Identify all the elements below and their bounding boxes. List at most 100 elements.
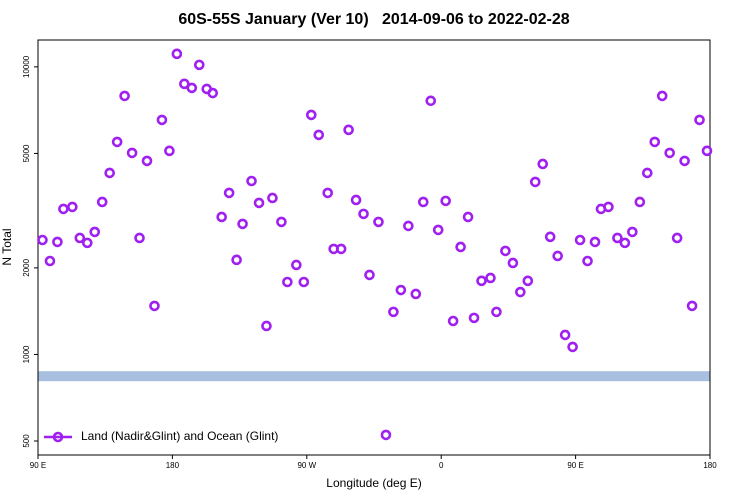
- data-point: [686, 300, 698, 312]
- data-point: [537, 158, 549, 170]
- y-tick-label: 10000: [22, 55, 31, 78]
- data-point: [156, 114, 168, 126]
- data-point: [612, 232, 623, 244]
- data-point: [485, 272, 496, 284]
- data-point: [231, 254, 242, 266]
- data-point: [567, 341, 578, 353]
- data-point: [476, 275, 487, 287]
- data-point: [388, 306, 399, 318]
- y-axis-label: N Total: [0, 228, 14, 265]
- data-point: [694, 114, 705, 126]
- data-point: [559, 329, 571, 341]
- data-point: [52, 236, 63, 248]
- data-point: [641, 167, 653, 179]
- data-point: [425, 95, 437, 107]
- data-point: [603, 201, 614, 213]
- x-tick-label: 90 W: [297, 461, 316, 470]
- data-point: [627, 226, 638, 238]
- data-point: [364, 269, 375, 281]
- data-point: [358, 208, 369, 220]
- data-point: [37, 234, 48, 246]
- x-tick-label: 0: [439, 461, 444, 470]
- data-point: [216, 211, 227, 223]
- data-point: [380, 429, 392, 441]
- data-point: [350, 194, 362, 206]
- y-tick-label: 2000: [22, 258, 31, 276]
- data-point: [298, 276, 310, 288]
- data-point: [582, 255, 593, 267]
- data-point: [529, 176, 541, 188]
- data-point: [574, 234, 586, 246]
- data-point: [679, 155, 690, 167]
- data-point: [447, 315, 459, 327]
- data-point: [193, 59, 205, 71]
- data-point: [417, 196, 429, 208]
- data-point: [462, 211, 474, 223]
- data-point: [552, 250, 563, 262]
- data-point: [186, 82, 198, 94]
- data-point: [500, 245, 511, 257]
- data-point: [89, 226, 101, 238]
- data-point: [343, 124, 354, 136]
- data-point: [507, 257, 519, 269]
- data-point: [261, 320, 272, 332]
- data-point: [237, 218, 248, 230]
- data-point: [119, 90, 130, 102]
- legend-marker: [52, 431, 64, 443]
- data-point: [282, 276, 293, 288]
- data-point: [515, 286, 526, 298]
- data-point: [522, 275, 534, 287]
- data-point: [335, 243, 347, 255]
- data-point: [410, 288, 422, 300]
- data-point: [313, 129, 325, 141]
- data-point: [44, 255, 56, 267]
- data-point: [649, 136, 661, 148]
- data-point: [149, 300, 160, 312]
- data-point: [141, 155, 153, 167]
- data-point: [104, 167, 115, 179]
- data-point: [207, 87, 219, 99]
- data-point: [664, 147, 675, 159]
- data-point: [634, 196, 646, 208]
- data-point: [223, 187, 235, 199]
- data-point: [403, 220, 414, 232]
- x-tick-label: 180: [703, 461, 717, 470]
- data-point: [544, 231, 556, 243]
- data-point: [373, 216, 384, 228]
- data-point: [164, 145, 175, 157]
- chart-title: 60S-55S January (Ver 10) 2014-09-06 to 2…: [178, 11, 569, 28]
- legend-label: Land (Nadir&Glint) and Ocean (Glint): [81, 429, 278, 443]
- data-point: [67, 201, 78, 213]
- data-point: [455, 241, 466, 253]
- data-point: [276, 216, 287, 228]
- data-point: [253, 197, 265, 209]
- data-point: [701, 145, 713, 157]
- data-point: [491, 306, 502, 318]
- data-point: [305, 109, 317, 121]
- plot-frame: [37, 39, 711, 456]
- data-point: [656, 90, 668, 102]
- data-point: [81, 237, 93, 249]
- data-point: [440, 195, 451, 207]
- data-point: [134, 232, 145, 244]
- data-point: [395, 284, 407, 296]
- x-axis-label: Longitude (deg E): [326, 476, 421, 490]
- data-point: [74, 232, 86, 244]
- data-point: [468, 312, 480, 324]
- data-point: [671, 232, 683, 244]
- data-point: [291, 259, 302, 271]
- data-point: [96, 196, 108, 208]
- data-point: [619, 237, 631, 249]
- reference-band: [38, 371, 710, 382]
- data-point: [58, 203, 69, 215]
- x-tick-label: 90 E: [567, 461, 583, 470]
- x-tick-label: 180: [166, 461, 180, 470]
- data-point: [171, 48, 183, 60]
- y-tick-label: 5000: [22, 144, 31, 162]
- x-tick-label: 90 E: [30, 461, 46, 470]
- data-point: [179, 78, 190, 90]
- data-point: [589, 236, 601, 248]
- y-tick-label: 1000: [22, 345, 31, 363]
- data-point: [322, 187, 334, 199]
